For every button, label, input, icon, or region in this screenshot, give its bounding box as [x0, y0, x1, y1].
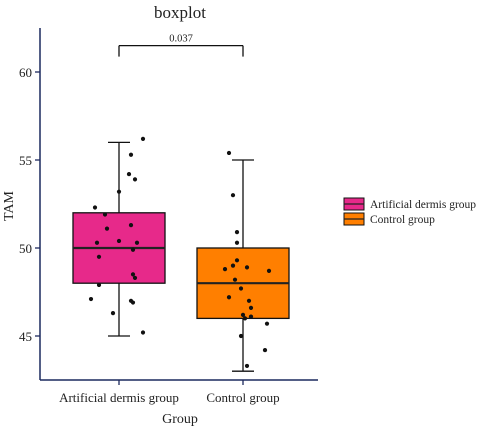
y-axis-label: TAM: [2, 190, 17, 221]
points-control: [222, 150, 272, 369]
y-tick-label: 55: [19, 153, 32, 168]
plot-area: 0.037: [72, 34, 290, 372]
data-point: [238, 286, 244, 291]
chart-title: boxplot: [154, 3, 206, 22]
data-point: [226, 295, 232, 300]
data-point: [116, 189, 122, 194]
data-point: [266, 268, 272, 273]
data-point: [248, 314, 254, 319]
data-point: [130, 272, 136, 277]
data-point: [92, 205, 98, 210]
data-point: [232, 277, 238, 282]
data-point: [132, 177, 138, 182]
data-point: [234, 258, 240, 263]
data-point: [244, 265, 250, 270]
legend-entry: Control group: [343, 212, 435, 226]
data-point: [222, 267, 228, 272]
y-axis-ticks: 45 50 55 60: [19, 65, 40, 344]
x-axis-ticks: Artificial dermis group Control group: [59, 380, 280, 405]
legend-label: Artificial dermis group: [370, 199, 476, 211]
p-value-label: 0.037: [169, 34, 193, 45]
data-point: [102, 212, 108, 217]
data-point: [226, 150, 232, 156]
x-tick-label: Artificial dermis group: [59, 390, 179, 405]
data-point: [104, 226, 110, 231]
x-tick-label: Control group: [206, 390, 279, 405]
data-point: [88, 296, 94, 302]
data-point: [240, 312, 246, 317]
legend: Artificial dermis group Control group: [343, 197, 476, 226]
data-point: [246, 298, 252, 303]
data-point: [126, 171, 132, 177]
data-point: [230, 263, 236, 268]
data-point: [244, 363, 250, 369]
points-artificial-dermis: [88, 136, 146, 335]
data-point: [238, 333, 244, 339]
data-point: [134, 240, 140, 245]
data-point: [116, 238, 122, 244]
data-point: [264, 321, 270, 326]
y-tick-label: 60: [19, 65, 32, 80]
data-point: [110, 311, 116, 316]
data-point: [128, 152, 134, 157]
data-point: [130, 300, 136, 305]
box-artificial-dermis: [72, 141, 166, 337]
significance-bracket: 0.037: [118, 34, 244, 57]
data-point: [132, 275, 138, 281]
y-tick-label: 45: [19, 329, 32, 344]
data-point: [262, 347, 268, 353]
data-point: [140, 330, 146, 335]
data-point: [242, 316, 248, 321]
y-tick-label: 50: [19, 241, 32, 256]
legend-entry: Artificial dermis group: [343, 197, 476, 211]
data-point: [234, 230, 240, 235]
data-point: [96, 254, 102, 259]
data-point: [234, 240, 240, 245]
data-point: [130, 247, 136, 252]
box-control: [196, 159, 290, 372]
data-point: [230, 193, 236, 198]
data-point: [94, 240, 100, 245]
data-point: [140, 136, 146, 141]
data-point: [128, 223, 134, 228]
legend-label: Control group: [370, 214, 435, 226]
data-point: [248, 305, 254, 310]
x-axis-label: Group: [162, 412, 198, 427]
data-point: [96, 282, 102, 288]
